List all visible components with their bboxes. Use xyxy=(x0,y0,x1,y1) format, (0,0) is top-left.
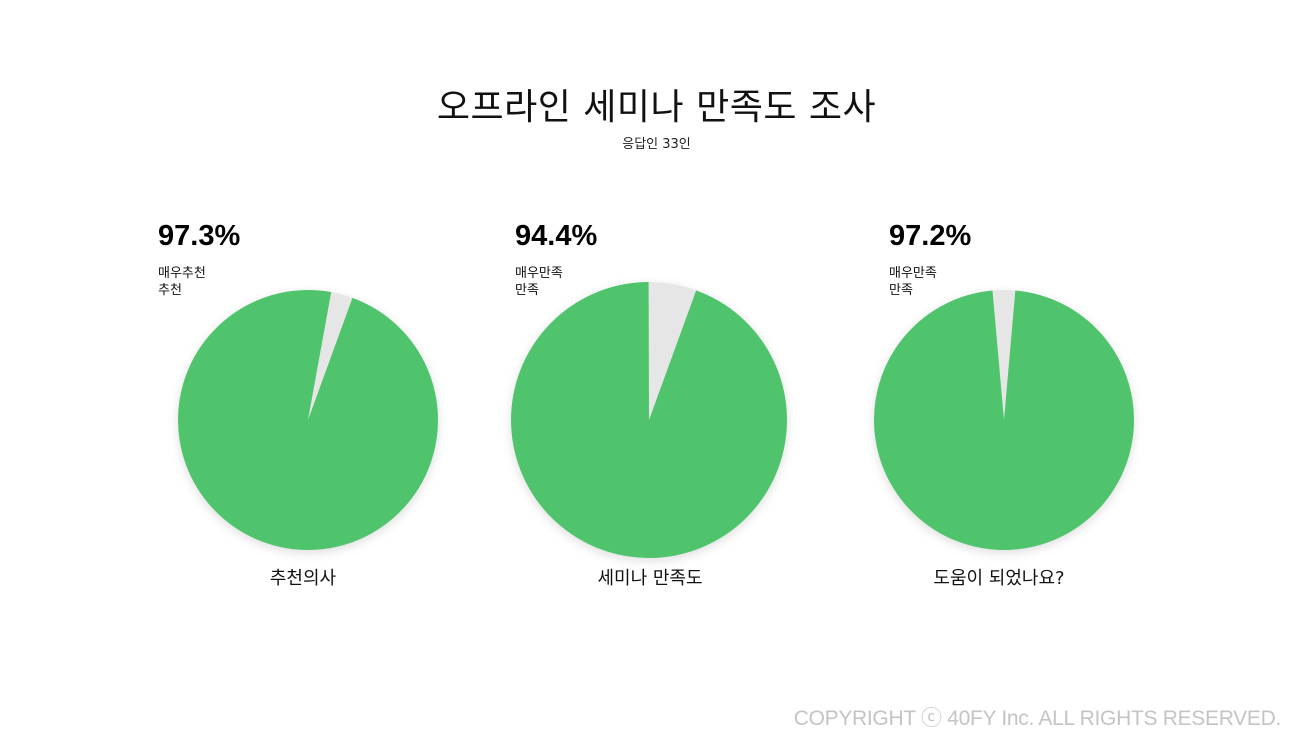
chart-caption: 추천의사 xyxy=(269,568,337,589)
chart-panel-helpful: 97.2% 매우만족 만족 도움이 되었나요? xyxy=(873,220,1229,600)
page-title: 오프라인 세미나 만족도 조사 xyxy=(436,87,877,128)
pie-slice-negative xyxy=(992,290,1016,420)
pie-slice-positive xyxy=(178,290,438,550)
headline-percent: 97.3% xyxy=(158,220,241,252)
pie-slice-positive xyxy=(511,282,787,558)
pie-slice-positive xyxy=(873,290,1135,550)
headline-percent: 97.2% xyxy=(889,220,972,252)
chart-caption: 도움이 되었나요? xyxy=(933,568,1065,589)
respondent-count: 응답인 33인 xyxy=(622,137,691,152)
copyright-footer: COPYRIGHT ⓒ 40FY Inc. ALL RIGHTS RESERVE… xyxy=(793,707,1282,730)
pie-chart-satisfaction xyxy=(511,282,787,558)
pie-slice-negative xyxy=(648,282,697,420)
chart-panel-recommend: 97.3% 매우추천 추천 추천의사 xyxy=(158,220,498,600)
headline-percent: 94.4% xyxy=(515,220,598,252)
headline-label: 매우만족 만족 xyxy=(515,266,563,298)
pie-chart-recommend xyxy=(178,290,438,550)
chart-caption: 세미나 만족도 xyxy=(597,568,703,589)
pie-slice-negative xyxy=(308,292,353,420)
headline-label: 매우추천 추천 xyxy=(158,266,206,298)
pie-chart-helpful xyxy=(873,290,1135,550)
headline-label: 매우만족 만족 xyxy=(889,266,937,298)
chart-panel-satisfaction: 94.4% 매우만족 만족 세미나 만족도 xyxy=(511,220,855,600)
